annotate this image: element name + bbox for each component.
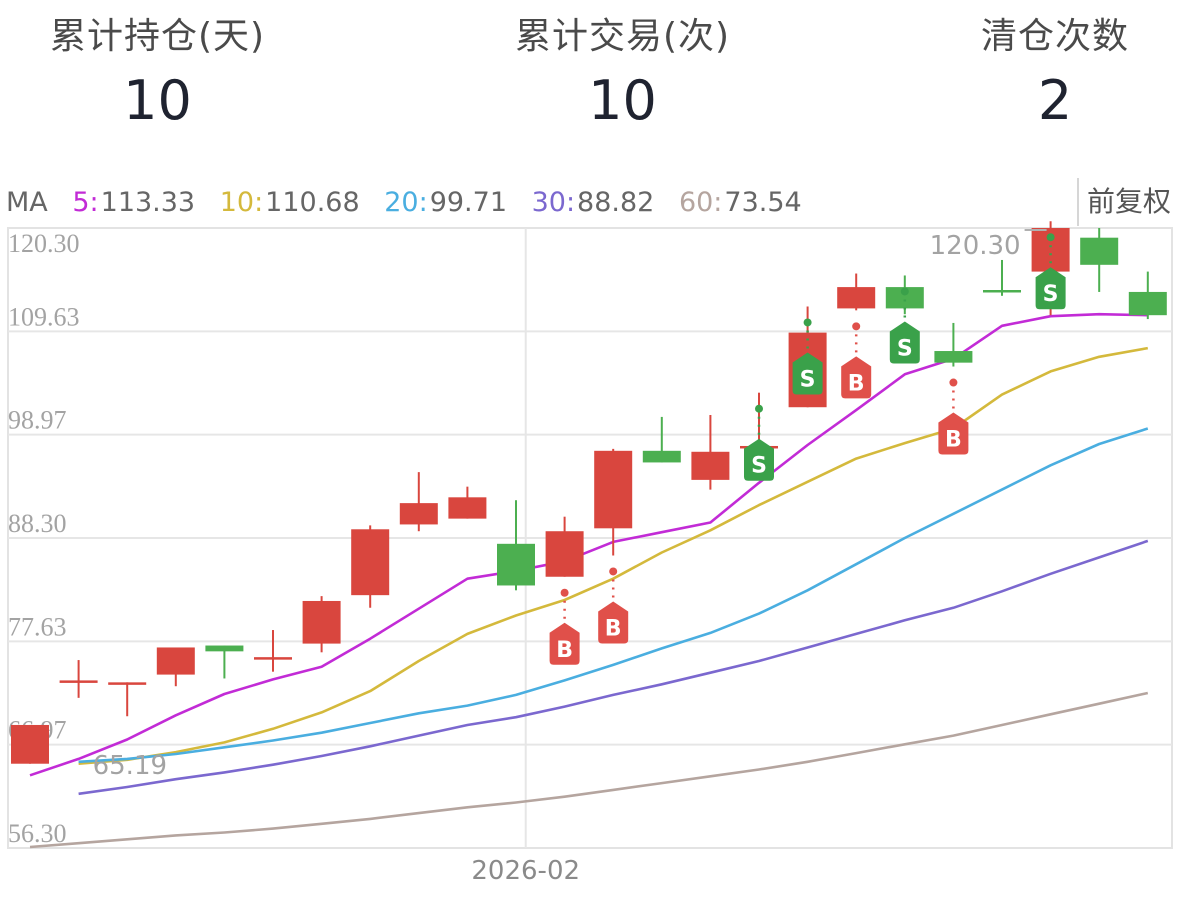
trade-marker-dot (755, 404, 763, 413)
y-tick-label: 56.30 (8, 819, 67, 848)
trade-marker-label: B (605, 616, 622, 641)
stat-value: 2 (1037, 69, 1073, 132)
candle-body (642, 450, 681, 463)
ma-line-ma5 (29, 312, 1148, 777)
sell-marker-tag (889, 321, 920, 364)
trade-marker-dot (852, 322, 861, 331)
buy-marker-tag (841, 356, 872, 399)
candle-body (302, 600, 341, 644)
sell-marker-tag (1035, 267, 1066, 310)
stats-bar: 累计持仓(天) 10 累计交易(次) 10 清仓次数 2 (0, 0, 1179, 150)
candle-body (59, 680, 98, 683)
trade-marker-label: S (751, 454, 767, 479)
ma-line-ma60 (29, 691, 1149, 849)
trade-marker-dot (609, 567, 618, 576)
ma60-key: 60: (678, 187, 723, 218)
candle-body (448, 497, 487, 519)
candle-body (399, 503, 438, 525)
candle-body (108, 682, 147, 685)
trade-marker-dot (949, 378, 958, 387)
candle-body (1128, 291, 1167, 316)
trade-marker-label: S (800, 367, 816, 392)
ma10-value: 110.68 (265, 187, 360, 218)
ma30-value: 88.82 (577, 187, 655, 218)
candle-body (885, 287, 924, 309)
trade-marker-dot (1046, 233, 1055, 242)
buy-marker-tag (598, 601, 629, 644)
adjust-mode-button[interactable]: 前复权 (1077, 178, 1179, 226)
ma10-key: 10: (219, 187, 264, 218)
ma-legend-prefix: MA (6, 187, 48, 218)
y-tick-label: 120.30 (8, 229, 80, 258)
ma20-key: 20: (384, 187, 428, 218)
candle-body (934, 351, 973, 363)
trade-marker-label: B (848, 371, 865, 396)
stat-holding-days: 累计持仓(天) 10 (40, 14, 275, 140)
ma5-key: 5: (72, 187, 99, 218)
trade-marker-dot (900, 287, 909, 296)
stat-label: 清仓次数 (980, 16, 1129, 57)
trade-marker-label: S (897, 336, 913, 361)
sell-marker-tag (792, 352, 823, 395)
candle-body (497, 543, 535, 586)
candle-body (594, 450, 633, 529)
ma-line-ma30 (78, 539, 1149, 796)
candle-body (351, 529, 390, 596)
stat-label: 累计持仓(天) (49, 16, 266, 57)
ma-line-ma10 (78, 346, 1149, 765)
stat-value: 10 (588, 69, 657, 132)
buy-marker-tag (549, 622, 580, 665)
ma20-value: 99.71 (429, 187, 507, 218)
stat-trade-count: 累计交易(次) 10 (500, 14, 745, 140)
candle-body (691, 451, 730, 480)
trade-marker-label: S (1043, 282, 1059, 307)
min-price-annotation: 65.19 (93, 751, 167, 781)
candle-body (1080, 237, 1119, 265)
ma-legend: MA 5:113.33 10:110.68 20:99.71 30:88.82 … (6, 183, 804, 223)
y-tick-label: 109.63 (8, 302, 80, 331)
trade-marker-label: B (945, 428, 962, 453)
max-price-annotation: 120.30 (930, 231, 1021, 261)
sell-marker-tag (744, 438, 774, 481)
ma-line-ma20 (78, 427, 1149, 764)
y-tick-label: 98.97 (8, 406, 67, 435)
x-tick-label: 2026-02 (471, 856, 580, 886)
buy-marker-tag (938, 412, 969, 455)
stat-label: 累计交易(次) (514, 16, 731, 57)
y-tick-label: 88.30 (8, 509, 67, 538)
candle-body (545, 531, 584, 577)
trade-marker-dot (560, 588, 569, 597)
stat-value: 10 (123, 69, 192, 132)
ma5-value: 113.33 (100, 187, 196, 218)
candle-body (254, 657, 292, 660)
stat-clear-count: 清仓次数 2 (970, 14, 1140, 140)
ma60-value: 73.54 (724, 187, 802, 218)
candle-body (156, 647, 195, 675)
y-tick-label: 77.63 (8, 612, 67, 641)
ma30-key: 30: (531, 187, 576, 218)
trade-marker-dot (803, 318, 812, 327)
trade-marker-label: B (556, 638, 573, 663)
candle-body (837, 287, 876, 309)
candle-body (205, 645, 244, 652)
candle-body (11, 724, 49, 764)
candle-body (983, 290, 1021, 293)
